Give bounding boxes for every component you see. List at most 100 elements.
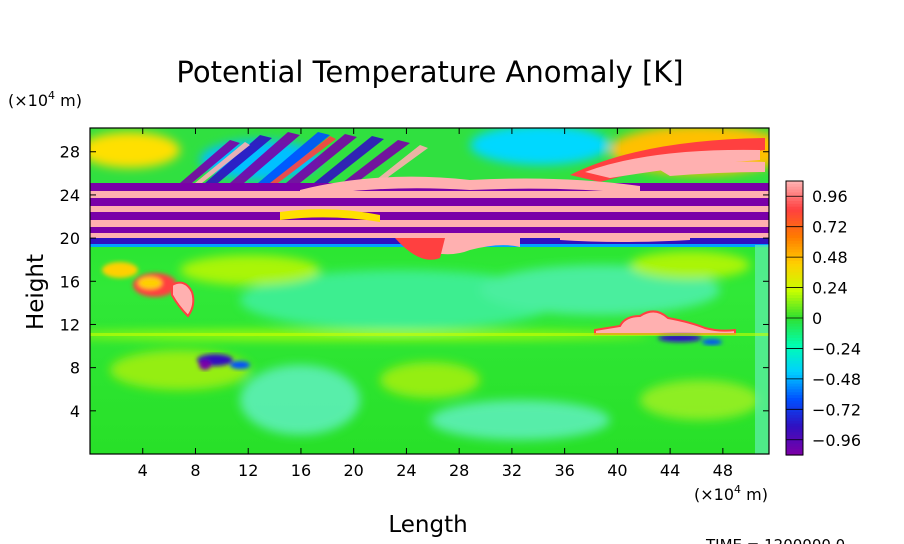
- y-tick-label: 8: [70, 359, 80, 378]
- x-tick-label: 40: [607, 461, 627, 480]
- colorbar-swatch: [786, 263, 803, 268]
- colorbar-swatch: [786, 389, 803, 393]
- colorbar-swatch: [786, 326, 803, 331]
- colorbar-swatch: [786, 366, 803, 370]
- colorbar-swatch: [786, 386, 803, 390]
- x-tick-label: 24: [396, 461, 416, 480]
- colorbar-swatch: [786, 329, 803, 333]
- colorbar-swatch: [786, 298, 803, 302]
- x-tick-label: 44: [660, 461, 680, 480]
- colorbar-swatch: [786, 235, 803, 239]
- x-tick-label: 20: [344, 461, 364, 480]
- colorbar-swatch: [786, 195, 803, 199]
- heatmap-field: [90, 128, 769, 454]
- colorbar-swatch: [786, 252, 803, 256]
- colorbar-swatch: [786, 309, 803, 313]
- colorbar-swatch: [786, 192, 803, 196]
- colorbar-swatch: [786, 240, 803, 245]
- colorbar-swatch: [786, 340, 803, 345]
- colorbar-swatch: [786, 383, 803, 388]
- x-axis-label: Length: [388, 512, 467, 538]
- colorbar-label: 0.72: [812, 218, 848, 237]
- colorbar-swatch: [786, 220, 803, 225]
- colorbar-swatch: [786, 449, 803, 453]
- colorbar-swatch: [786, 432, 803, 436]
- colorbar-swatch: [786, 400, 803, 405]
- colorbar-swatch: [786, 249, 803, 253]
- colorbar-label: −0.24: [812, 339, 861, 358]
- colorbar-swatch: [786, 372, 803, 376]
- time-label: TIME = 1200000.0: [705, 536, 845, 544]
- colorbar: 0.96 0.72 0.48 0.24 0 −0.24 −0.48 −0.72 −0.96: [785, 180, 861, 456]
- colorbar-swatch: [786, 306, 803, 311]
- colorbar-swatch: [786, 183, 803, 188]
- colorbar-swatch: [786, 337, 803, 342]
- colorbar-swatch: [786, 286, 803, 291]
- colorbar-swatch: [786, 215, 803, 219]
- colorbar-swatch: [786, 446, 803, 450]
- colorbar-swatch: [786, 315, 803, 319]
- colorbar-label: 0.24: [812, 279, 848, 298]
- colorbar-swatch: [786, 392, 803, 396]
- colorbar-swatch: [786, 403, 803, 408]
- colorbar-swatch: [786, 452, 803, 456]
- colorbar-swatch: [786, 258, 803, 262]
- x-tick-label: 16: [291, 461, 311, 480]
- colorbar-swatch: [786, 243, 803, 248]
- colorbar-swatch: [786, 357, 803, 362]
- colorbar-swatch: [786, 355, 803, 359]
- colorbar-swatch: [786, 343, 803, 348]
- colorbar-label: −0.72: [812, 400, 861, 419]
- y-axis-label: Height: [23, 254, 49, 330]
- x-tick-label: 28: [449, 461, 469, 480]
- colorbar-swatch: [786, 335, 803, 339]
- colorbar-swatch: [786, 352, 803, 356]
- colorbar-swatch: [786, 415, 803, 419]
- colorbar-swatch: [786, 435, 803, 439]
- colorbar-swatch: [786, 417, 803, 422]
- colorbar-swatch: [786, 377, 803, 382]
- colorbar-label: −0.48: [812, 370, 861, 389]
- colorbar-swatch: [786, 429, 803, 433]
- y-axis-unit: (×104 m): [8, 89, 82, 110]
- colorbar-swatch: [786, 412, 803, 416]
- colorbar-swatch: [786, 229, 803, 233]
- colorbar-swatch: [786, 181, 803, 185]
- x-axis-unit: (×104 m): [694, 483, 768, 504]
- colorbar-swatch: [786, 443, 803, 448]
- colorbar-swatch: [786, 295, 803, 299]
- colorbar-swatch: [786, 209, 803, 213]
- colorbar-swatch: [786, 349, 803, 353]
- colorbar-swatch: [786, 332, 803, 336]
- colorbar-swatch: [786, 312, 803, 316]
- colorbar-swatch: [786, 198, 803, 202]
- colorbar-swatch: [786, 189, 803, 194]
- x-tick-label: 48: [713, 461, 733, 480]
- colorbar-swatch: [786, 363, 803, 368]
- colorbar-swatch: [786, 409, 803, 413]
- colorbar-swatch: [786, 369, 803, 373]
- colorbar-swatch: [786, 360, 803, 365]
- colorbar-swatch: [786, 260, 803, 265]
- y-tick-label: 12: [60, 315, 80, 334]
- colorbar-swatch: [786, 380, 803, 385]
- colorbar-swatch: [786, 238, 803, 242]
- colorbar-swatch: [786, 269, 803, 273]
- colorbar-label: 0: [812, 309, 822, 328]
- y-tick-label: 24: [60, 186, 80, 205]
- colorbar-swatch: [786, 318, 803, 322]
- colorbar-label: 0.96: [812, 187, 848, 206]
- colorbar-swatch: [786, 289, 803, 293]
- y-axis-ticks: 4 8 12 16 20 24 28: [60, 143, 769, 421]
- colorbar-swatch: [786, 423, 803, 428]
- colorbar-swatch: [786, 212, 803, 216]
- x-axis-ticks: 4 8 12 16 20 24 28 32 36 40 44 48: [138, 128, 733, 480]
- x-tick-label: 8: [190, 461, 200, 480]
- colorbar-swatch: [786, 426, 803, 430]
- colorbar-swatch: [786, 218, 803, 222]
- colorbar-swatch: [786, 420, 803, 425]
- x-tick-label: 36: [554, 461, 574, 480]
- colorbar-swatch: [786, 303, 803, 308]
- colorbar-swatch: [786, 246, 803, 251]
